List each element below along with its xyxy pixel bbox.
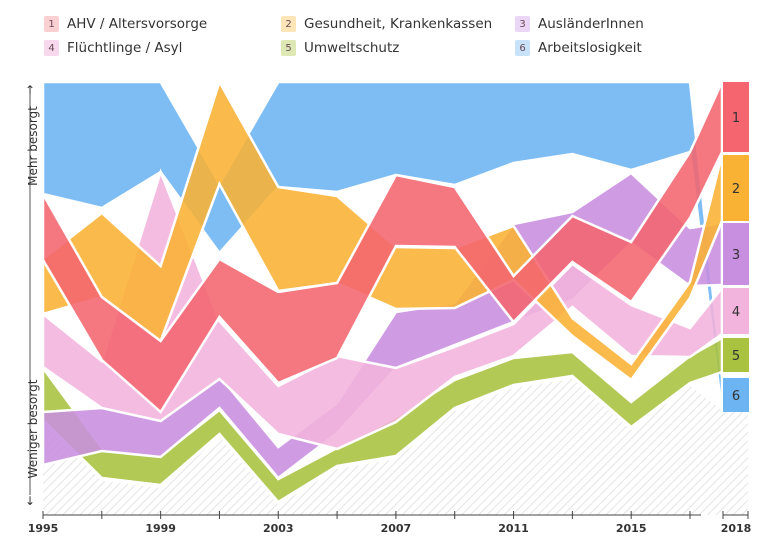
badge-label-1: 1 — [732, 111, 740, 126]
series-band-2 — [41, 78, 724, 382]
floor-hatch — [43, 379, 748, 515]
y-axis-top-label: Mehr besorgt — [26, 106, 40, 186]
badge-label-5: 5 — [732, 349, 740, 364]
badge-3 — [723, 223, 749, 285]
series-band-5 — [41, 335, 724, 504]
badge-label-6: 6 — [732, 389, 740, 404]
x-tick-label: 2003 — [263, 522, 294, 535]
badge-label-4: 4 — [732, 305, 740, 320]
legend: 1 AHV / Altersvorsorge 2 Gesundheit, Kranke… — [0, 0, 769, 70]
legend-swatch: 2 — [281, 16, 296, 32]
legend-label: Gesundheit, Krankenkassen — [304, 16, 493, 32]
badge-4 — [723, 288, 749, 334]
x-tick-label: 2011 — [498, 522, 529, 535]
legend-item: 2 Gesundheit, Krankenkassen — [281, 14, 492, 34]
badge-label-2: 2 — [732, 182, 740, 197]
legend-item: 4 Flüchtlinge / Asyl — [44, 38, 182, 58]
legend-label: AHV / Altersvorsorge — [67, 16, 208, 32]
legend-swatch: 3 — [515, 16, 530, 32]
legend-label: Arbeitslosigkeit — [538, 40, 642, 56]
legend-swatch: 5 — [281, 40, 296, 56]
legend-swatch: 6 — [515, 40, 530, 56]
legend-swatch: 1 — [44, 16, 59, 32]
legend-swatch: 4 — [44, 40, 59, 56]
x-tick-label: 2015 — [616, 522, 647, 535]
badge-6 — [723, 378, 749, 412]
badge-label-3: 3 — [732, 248, 740, 263]
badge-1 — [723, 82, 749, 152]
legend-label: Umweltschutz — [304, 40, 400, 56]
legend-item: 6 Arbeitslosigkeit — [515, 38, 642, 58]
up-arrow-icon: ↑ — [25, 83, 35, 97]
legend-item: 3 AusländerInnen — [515, 14, 644, 34]
legend-item: 5 Umweltschutz — [281, 38, 399, 58]
y-axis-bottom-label: Weniger besorgt — [26, 379, 40, 478]
x-tick-label: 1995 — [28, 522, 59, 535]
x-tick-label: 2007 — [381, 522, 412, 535]
legend-label: AusländerInnen — [538, 16, 644, 32]
legend-item: 1 AHV / Altersvorsorge — [44, 14, 207, 34]
series-band-6 — [41, 80, 724, 413]
legend-label: Flüchtlinge / Asyl — [67, 40, 183, 56]
badge-5 — [723, 338, 749, 372]
badge-2 — [723, 155, 749, 221]
down-arrow-icon: ↓ — [25, 494, 35, 508]
series-band-1 — [41, 81, 724, 414]
x-tick-label: 1999 — [145, 522, 176, 535]
x-tick-label: 2018 — [721, 522, 752, 535]
